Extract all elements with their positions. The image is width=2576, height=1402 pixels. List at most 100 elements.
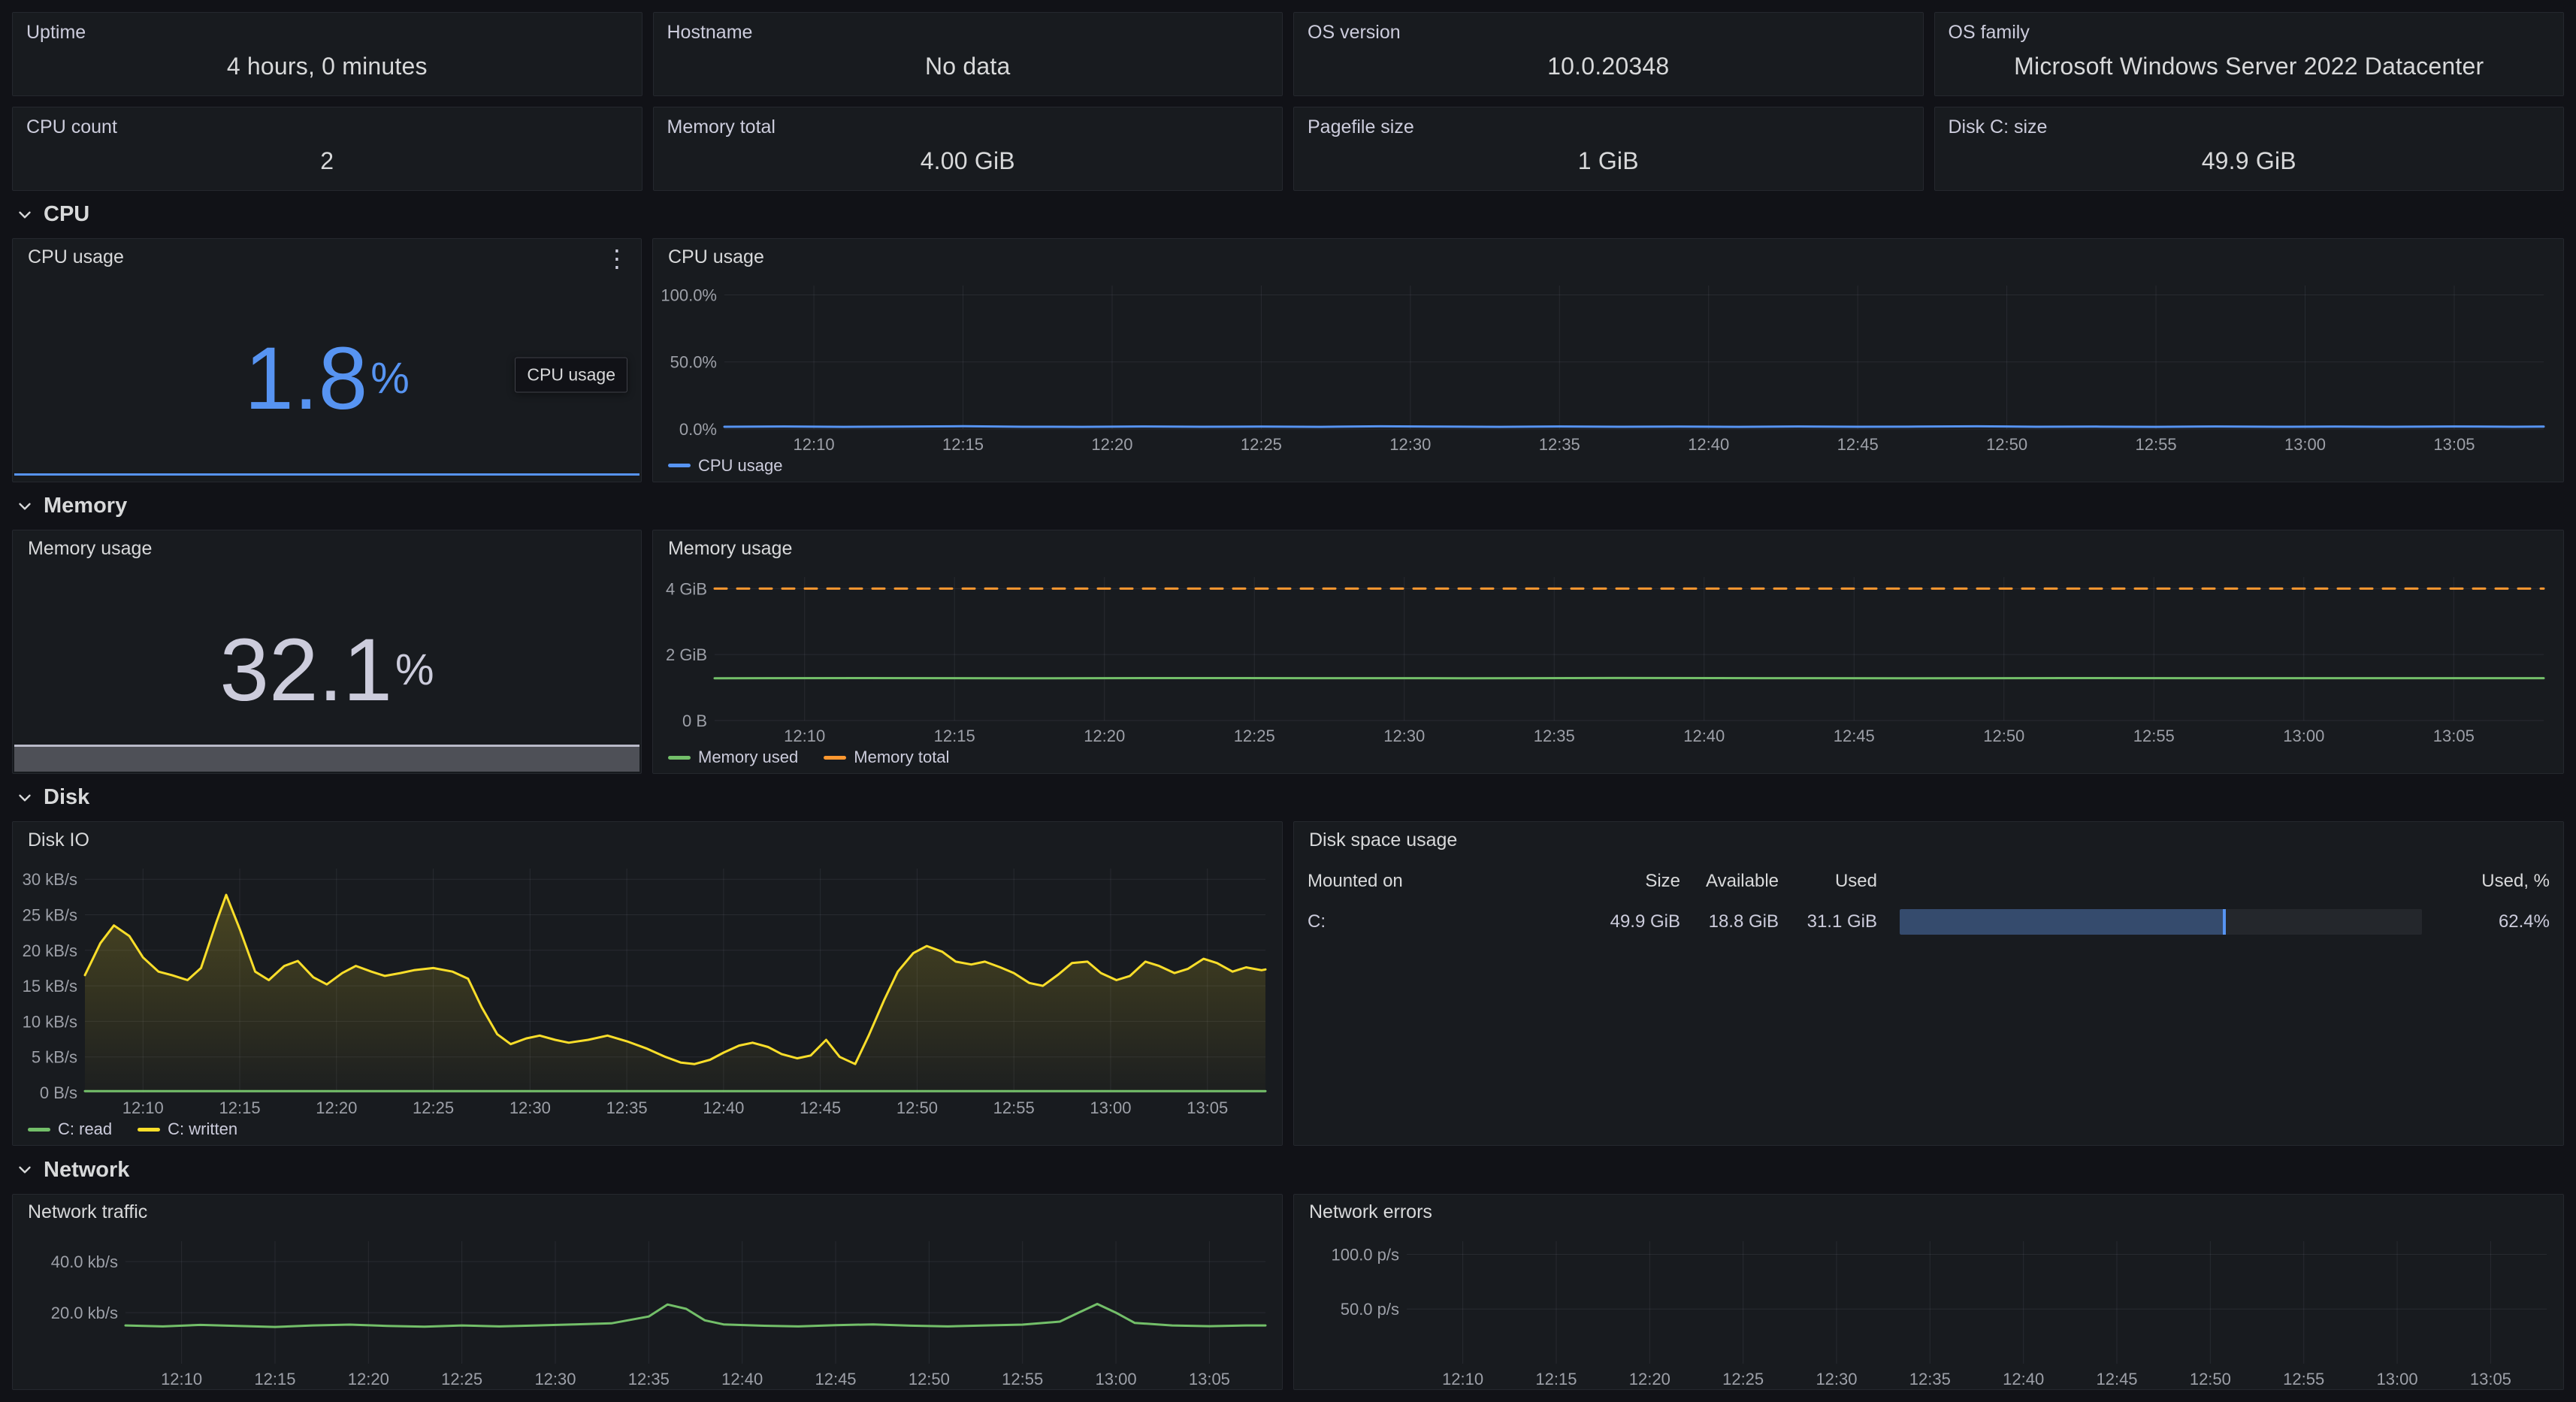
- section-header-disk[interactable]: Disk: [12, 784, 2564, 811]
- column-header-available[interactable]: Available: [1680, 871, 1779, 892]
- panel-title[interactable]: Pagefile size: [1308, 115, 1909, 140]
- panel-title[interactable]: CPU usage: [13, 239, 641, 275]
- svg-text:12:35: 12:35: [1534, 727, 1575, 745]
- table-row: C: 49.9 GiB 18.8 GiB 31.1 GiB 62.4%: [1308, 902, 2550, 942]
- panel-title[interactable]: Memory usage: [13, 530, 641, 567]
- stat-value: 2: [26, 139, 628, 182]
- svg-text:12:15: 12:15: [934, 727, 975, 745]
- svg-text:4 GiB: 4 GiB: [666, 580, 707, 599]
- svg-text:12:15: 12:15: [942, 435, 984, 454]
- disk-row: Disk IO 0 B/s5 kB/s10 kB/s15 kB/s20 kB/s…: [12, 821, 2564, 1146]
- chevron-down-icon: [15, 1160, 35, 1180]
- svg-text:12:40: 12:40: [703, 1098, 744, 1117]
- cpu-sparkline: [14, 473, 639, 476]
- svg-text:13:05: 13:05: [2470, 1370, 2511, 1388]
- svg-text:2 GiB: 2 GiB: [666, 646, 707, 665]
- panel-title[interactable]: CPU count: [26, 115, 628, 140]
- chevron-down-icon: [15, 205, 35, 225]
- panel-title[interactable]: Uptime: [26, 20, 628, 45]
- column-header-size[interactable]: Size: [1560, 871, 1680, 892]
- memory-usage-chart[interactable]: 0 B2 GiB4 GiB12:1012:1512:2012:2512:3012…: [653, 567, 2563, 746]
- stat-panel-uptime: Uptime 4 hours, 0 minutes: [12, 12, 642, 96]
- network-traffic-chart[interactable]: 20.0 kb/s40.0 kb/s12:1012:1512:2012:2512…: [13, 1231, 1282, 1389]
- disk-io-chart[interactable]: 0 B/s5 kB/s10 kB/s15 kB/s20 kB/s25 kB/s3…: [13, 858, 1282, 1118]
- chart-legend: CPU usage: [653, 455, 2563, 482]
- disk-space-usage-panel: Disk space usage Mounted on Size Availab…: [1293, 821, 2564, 1146]
- panel-title[interactable]: Disk IO: [13, 822, 1282, 858]
- svg-text:13:05: 13:05: [2433, 727, 2475, 745]
- stat-panel-os-family: OS family Microsoft Windows Server 2022 …: [1934, 12, 2565, 96]
- svg-text:12:40: 12:40: [2003, 1370, 2044, 1388]
- panel-title[interactable]: Network errors: [1294, 1195, 2563, 1231]
- bar-gauge-fill: [1900, 909, 2226, 935]
- legend-swatch: [138, 1128, 160, 1132]
- svg-text:12:45: 12:45: [815, 1370, 856, 1388]
- svg-text:10 kB/s: 10 kB/s: [23, 1013, 77, 1032]
- panel-title[interactable]: OS family: [1949, 20, 2550, 45]
- svg-text:40.0 kb/s: 40.0 kb/s: [51, 1252, 118, 1271]
- svg-text:12:50: 12:50: [896, 1098, 938, 1117]
- stat-value: 4 hours, 0 minutes: [26, 45, 628, 88]
- network-errors-chart[interactable]: 50.0 p/s100.0 p/s12:1012:1512:2012:2512:…: [1294, 1231, 2563, 1389]
- svg-text:12:35: 12:35: [1539, 435, 1580, 454]
- legend-item[interactable]: C: written: [138, 1119, 237, 1139]
- panel-title[interactable]: Memory usage: [653, 530, 2563, 567]
- disk-space-table: Mounted on Size Available Used Used, % C…: [1294, 858, 2563, 1145]
- svg-text:12:35: 12:35: [628, 1370, 670, 1388]
- svg-text:12:30: 12:30: [1816, 1370, 1857, 1388]
- column-header-used-pct[interactable]: Used, %: [2422, 871, 2550, 892]
- network-errors-chart-panel: Network errors 50.0 p/s100.0 p/s12:1012:…: [1293, 1194, 2564, 1390]
- stat-row-1: Uptime 4 hours, 0 minutes Hostname No da…: [12, 12, 2564, 96]
- legend-item[interactable]: C: read: [28, 1119, 112, 1139]
- svg-text:0 B: 0 B: [682, 712, 707, 730]
- svg-text:13:00: 13:00: [2377, 1370, 2418, 1388]
- svg-text:12:15: 12:15: [1535, 1370, 1577, 1388]
- cell-used: 31.1 GiB: [1779, 911, 1877, 932]
- svg-text:0.0%: 0.0%: [679, 420, 717, 439]
- stat-value: Microsoft Windows Server 2022 Datacenter: [1949, 45, 2550, 88]
- svg-text:100.0 p/s: 100.0 p/s: [1331, 1245, 1399, 1264]
- network-row: Network traffic 20.0 kb/s40.0 kb/s12:101…: [12, 1194, 2564, 1390]
- panel-title[interactable]: Disk space usage: [1294, 822, 2563, 858]
- svg-text:13:05: 13:05: [1189, 1370, 1230, 1388]
- legend-item[interactable]: Memory used: [668, 748, 798, 767]
- svg-text:50.0%: 50.0%: [670, 353, 717, 372]
- svg-text:50.0 p/s: 50.0 p/s: [1341, 1300, 1399, 1319]
- svg-text:100.0%: 100.0%: [661, 286, 717, 305]
- section-header-cpu[interactable]: CPU: [12, 201, 2564, 228]
- svg-text:12:20: 12:20: [1084, 727, 1125, 745]
- section-title: Network: [44, 1158, 129, 1183]
- section-header-memory[interactable]: Memory: [12, 493, 2564, 519]
- table-header-row: Mounted on Size Available Used Used, %: [1308, 861, 2550, 902]
- panel-title[interactable]: Network traffic: [13, 1195, 1282, 1231]
- svg-text:12:20: 12:20: [348, 1370, 389, 1388]
- cpu-usage-chart[interactable]: 0.0%50.0%100.0%12:1012:1512:2012:2512:30…: [653, 275, 2563, 455]
- stat-panel-disk-c-size: Disk C: size 49.9 GiB: [1934, 107, 2565, 191]
- panel-title[interactable]: Hostname: [667, 20, 1269, 45]
- panel-menu-icon[interactable]: ⋮: [602, 243, 632, 273]
- svg-text:30 kB/s: 30 kB/s: [23, 871, 77, 890]
- column-header-mounted-on[interactable]: Mounted on: [1308, 871, 1560, 892]
- svg-text:25 kB/s: 25 kB/s: [23, 906, 77, 925]
- legend-item[interactable]: Memory total: [824, 748, 949, 767]
- panel-title[interactable]: Memory total: [667, 115, 1269, 140]
- stat-panel-memory-total: Memory total 4.00 GiB: [653, 107, 1283, 191]
- svg-text:15 kB/s: 15 kB/s: [23, 977, 77, 996]
- column-header-used[interactable]: Used: [1779, 871, 1877, 892]
- svg-text:12:50: 12:50: [909, 1370, 950, 1388]
- svg-text:12:50: 12:50: [1983, 727, 2024, 745]
- svg-text:12:35: 12:35: [1909, 1370, 1951, 1388]
- svg-text:12:20: 12:20: [1629, 1370, 1670, 1388]
- cell-available: 18.8 GiB: [1680, 911, 1779, 932]
- section-header-network[interactable]: Network: [12, 1156, 2564, 1183]
- svg-text:0 B/s: 0 B/s: [40, 1083, 77, 1102]
- panel-title[interactable]: Disk C: size: [1949, 115, 2550, 140]
- used-pct-gauge-cell: [1877, 909, 2422, 935]
- memory-usage-stat-panel: Memory usage 32.1%: [12, 530, 642, 774]
- panel-title[interactable]: OS version: [1308, 20, 1909, 45]
- memory-row: Memory usage 32.1% Memory usage 0 B 2 GiB…: [12, 530, 2564, 774]
- bar-gauge-track: [1900, 909, 2422, 935]
- panel-title[interactable]: CPU usage: [653, 239, 2563, 275]
- svg-text:13:00: 13:00: [1090, 1098, 1131, 1117]
- legend-item[interactable]: CPU usage: [668, 456, 783, 476]
